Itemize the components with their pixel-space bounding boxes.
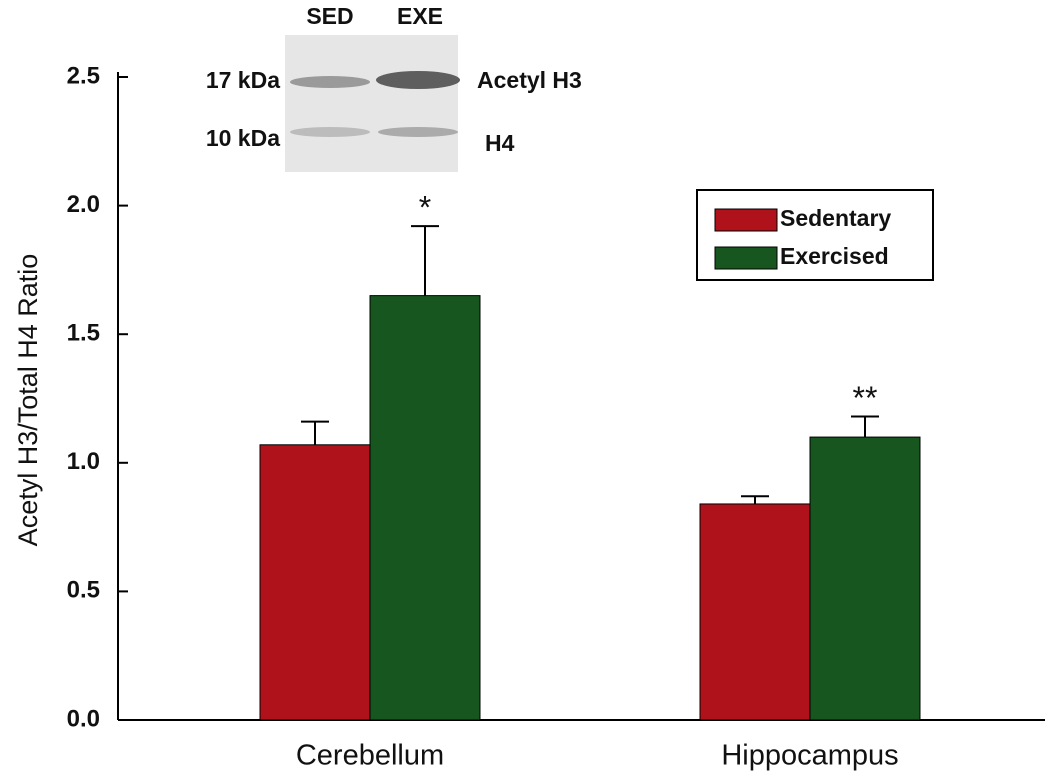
bar [699, 503, 811, 721]
blot-background [285, 35, 458, 172]
y-tick-label: 1.0 [67, 448, 100, 475]
marker-label: 10 kDa [206, 125, 280, 151]
significance-marker: * [419, 190, 431, 226]
y-tick-label: 1.5 [67, 320, 100, 347]
blot-band [290, 127, 370, 137]
blot-band [376, 71, 460, 89]
blot-band [378, 127, 458, 137]
band-label: Acetyl H3 [477, 67, 582, 93]
lane-label: SED [306, 3, 353, 29]
y-tick-label: 0.5 [67, 577, 100, 604]
y-tick-label: 2.5 [67, 62, 100, 89]
bar [809, 436, 921, 721]
legend-label: Sedentary [780, 205, 891, 231]
legend-label: Exercised [780, 243, 889, 269]
band-label: H4 [485, 130, 515, 156]
x-tick-label: Cerebellum [296, 740, 444, 772]
blot-inset: SED EXE 17 kDa 10 kDa Acetyl H3 H4 [206, 3, 582, 172]
y-tick-label: 0.0 [67, 705, 100, 732]
bar [259, 444, 371, 721]
bar [369, 295, 481, 721]
legend-swatch [714, 208, 778, 232]
marker-label: 17 kDa [206, 67, 280, 93]
significance-marker: ** [853, 380, 878, 416]
y-tick-label: 2.0 [67, 191, 100, 218]
lane-label: EXE [397, 3, 443, 29]
legend-swatch [714, 246, 778, 270]
legend-box [696, 189, 934, 281]
y-axis-label: Acetyl H3/Total H4 Ratio [13, 254, 43, 547]
blot-band [290, 76, 370, 88]
x-tick-label: Hippocampus [721, 740, 898, 772]
